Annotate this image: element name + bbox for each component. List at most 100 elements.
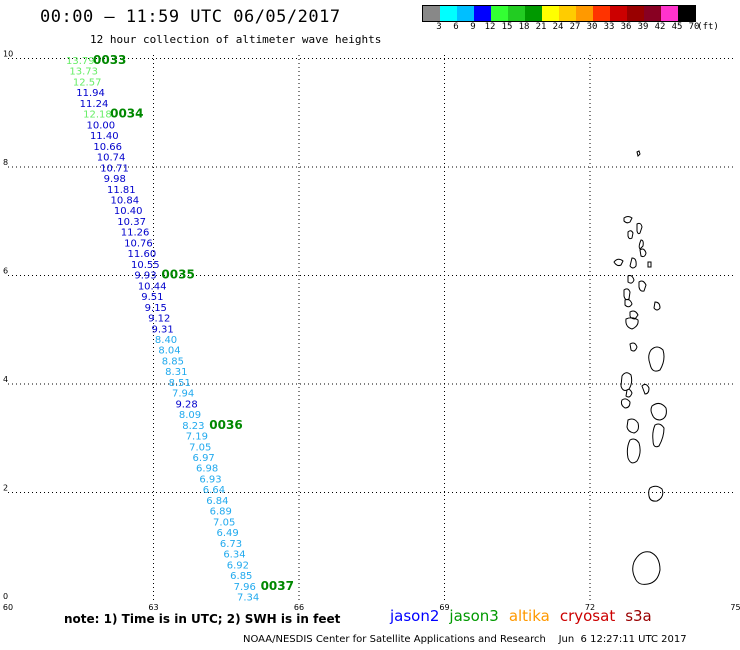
legend-swatch xyxy=(661,6,678,21)
legend-swatch xyxy=(457,6,474,21)
legend-label: 21 xyxy=(535,22,547,32)
legend-label: 3 xyxy=(436,22,442,32)
wave-height-value: 6.64 xyxy=(203,485,225,496)
x-tick-label: 75 xyxy=(730,603,740,612)
legend-label: 36 xyxy=(620,22,632,32)
island-chain-2 xyxy=(613,248,652,284)
legend-label: 6 xyxy=(453,22,459,32)
legend-swatch xyxy=(423,6,440,21)
y-tick-label: 8 xyxy=(3,158,8,167)
legend-swatch xyxy=(627,6,644,21)
wave-height-value: 7.34 xyxy=(237,593,259,604)
legend-label: 42 xyxy=(654,22,666,32)
wave-height-value: 10.84 xyxy=(110,195,139,206)
wave-height-value: 6.89 xyxy=(210,507,232,518)
color-scale-legend xyxy=(422,5,696,22)
wave-height-value: 11.26 xyxy=(121,228,150,239)
wave-height-value: 10.44 xyxy=(138,281,167,292)
island-chain-5 xyxy=(626,402,667,502)
satellite-legend: jason2 jason3 altika cryosat s3a xyxy=(390,607,662,625)
legend-swatch xyxy=(508,6,525,21)
x-tick-label: 66 xyxy=(294,603,304,612)
legend-label: 9 xyxy=(470,22,476,32)
wave-height-value: 12.18 xyxy=(83,110,112,121)
wave-height-value: 10.55 xyxy=(131,260,160,271)
wave-height-value: 8.04 xyxy=(158,346,180,357)
pass-time-label: 0034 xyxy=(110,107,143,121)
wave-height-value: 10.00 xyxy=(87,120,116,131)
wave-height-value: 7.05 xyxy=(189,442,211,453)
legend-swatch xyxy=(610,6,627,21)
wave-height-value: 10.37 xyxy=(117,217,146,228)
pass-time-label: 0037 xyxy=(261,579,294,593)
wave-height-value: 7.94 xyxy=(172,389,194,400)
wave-height-value: 7.19 xyxy=(186,432,208,443)
wave-height-value: 8.09 xyxy=(179,410,201,421)
satellite-legend-item: cryosat xyxy=(559,607,616,625)
x-tick-label: 69 xyxy=(439,603,449,612)
x-tick-label: 72 xyxy=(585,603,595,612)
pass-time-labels: 0033 0034 0035 0036 0037 xyxy=(93,53,294,593)
legend-label: (ft) xyxy=(697,22,719,32)
wave-height-value: 6.34 xyxy=(223,550,245,561)
wave-height-value: 9.98 xyxy=(104,174,126,185)
wave-height-value: 9.93 xyxy=(134,271,156,282)
wave-height-track: 13.7913.7312.5711.9411.2412.1810.0011.40… xyxy=(66,56,259,604)
wave-height-value: 9.51 xyxy=(141,292,163,303)
legend-label: 30 xyxy=(586,22,598,32)
legend-label: 33 xyxy=(603,22,615,32)
wave-height-value: 13.79 xyxy=(66,56,95,67)
wave-height-value: 10.40 xyxy=(114,206,143,217)
island-chain-1 xyxy=(623,216,644,250)
legend-swatch xyxy=(559,6,576,21)
wave-height-value: 8.23 xyxy=(182,421,204,432)
legend-swatch xyxy=(542,6,559,21)
pass-time-label: 0035 xyxy=(161,268,194,282)
island-chain-3 xyxy=(623,280,661,330)
wave-height-value: 9.15 xyxy=(145,303,167,314)
legend-label: 39 xyxy=(637,22,649,32)
wave-height-value: 6.97 xyxy=(193,453,215,464)
legend-label: 18 xyxy=(518,22,530,32)
wave-height-value: 11.60 xyxy=(128,249,157,260)
wave-height-value: 8.51 xyxy=(169,378,191,389)
coastline-islands xyxy=(613,150,667,585)
footer-note: note: 1) Time is in UTC; 2) SWH is in fe… xyxy=(64,612,341,626)
legend-label: 45 xyxy=(671,22,683,32)
legend-swatch xyxy=(593,6,610,21)
legend-label: 12 xyxy=(484,22,496,32)
wave-height-value: 9.31 xyxy=(152,324,174,335)
legend-swatch xyxy=(440,6,457,21)
y-tick-label: 4 xyxy=(3,375,8,384)
wave-height-value: 10.76 xyxy=(124,238,153,249)
wave-height-value: 11.24 xyxy=(80,99,109,110)
island-south xyxy=(632,551,661,585)
credit-line: NOAA/NESDIS Center for Satellite Applica… xyxy=(243,634,687,645)
satellite-legend-item: s3a xyxy=(625,607,652,625)
legend-label: 70 xyxy=(688,22,700,32)
island-north xyxy=(636,150,641,157)
map-grid xyxy=(8,55,736,601)
pass-time-label: 0033 xyxy=(93,53,126,67)
wave-height-value: 6.84 xyxy=(206,496,228,507)
x-tick-label: 63 xyxy=(148,603,158,612)
wave-height-value: 6.49 xyxy=(216,528,238,539)
y-tick-label: 10 xyxy=(3,50,13,59)
legend-label: 15 xyxy=(501,22,513,32)
legend-label: 27 xyxy=(569,22,581,32)
legend-swatch xyxy=(644,6,661,21)
legend-swatch xyxy=(576,6,593,21)
y-tick-label: 0 xyxy=(3,592,8,601)
wave-height-value: 13.73 xyxy=(69,67,98,78)
wave-height-value: 9.28 xyxy=(175,399,197,410)
legend-swatch xyxy=(474,6,491,21)
wave-height-value: 8.85 xyxy=(162,356,184,367)
wave-height-value: 10.66 xyxy=(93,142,122,153)
legend-label: 24 xyxy=(552,22,564,32)
wave-height-value: 11.94 xyxy=(76,88,105,99)
wave-height-value: 12.57 xyxy=(73,77,102,88)
satellite-legend-item: jason2 xyxy=(390,607,440,625)
map-title: 00:00 – 11:59 UTC 06/05/2017 xyxy=(40,7,341,27)
legend-swatch xyxy=(678,6,695,21)
wave-height-value: 10.71 xyxy=(100,163,129,174)
